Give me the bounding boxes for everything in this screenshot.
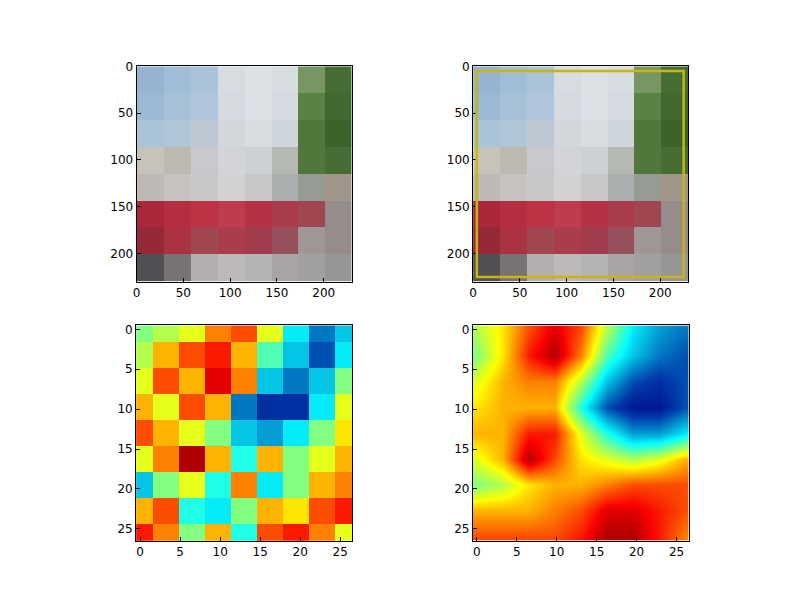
svg-text:25: 25 bbox=[454, 522, 469, 536]
svg-text:0: 0 bbox=[126, 60, 134, 74]
svg-text:0: 0 bbox=[125, 323, 133, 337]
svg-text:150: 150 bbox=[266, 286, 289, 300]
svg-text:0: 0 bbox=[462, 60, 470, 74]
svg-text:200: 200 bbox=[312, 286, 335, 300]
svg-text:150: 150 bbox=[447, 200, 470, 214]
svg-text:20: 20 bbox=[117, 482, 132, 496]
svg-text:25: 25 bbox=[333, 545, 348, 559]
svg-text:200: 200 bbox=[110, 247, 133, 261]
svg-text:20: 20 bbox=[629, 545, 644, 559]
svg-text:10: 10 bbox=[213, 545, 228, 559]
svg-text:50: 50 bbox=[454, 106, 469, 120]
svg-text:200: 200 bbox=[649, 286, 672, 300]
svg-text:5: 5 bbox=[513, 545, 521, 559]
svg-text:0: 0 bbox=[133, 286, 141, 300]
svg-text:100: 100 bbox=[447, 153, 470, 167]
svg-text:50: 50 bbox=[176, 286, 191, 300]
svg-text:10: 10 bbox=[549, 545, 564, 559]
svg-text:0: 0 bbox=[136, 545, 144, 559]
svg-text:10: 10 bbox=[117, 402, 132, 416]
svg-text:15: 15 bbox=[589, 545, 604, 559]
svg-text:150: 150 bbox=[602, 286, 625, 300]
svg-text:50: 50 bbox=[512, 286, 527, 300]
svg-text:150: 150 bbox=[110, 200, 133, 214]
svg-text:100: 100 bbox=[555, 286, 578, 300]
svg-text:100: 100 bbox=[110, 153, 133, 167]
svg-text:0: 0 bbox=[462, 323, 470, 337]
svg-text:50: 50 bbox=[118, 106, 133, 120]
svg-text:20: 20 bbox=[293, 545, 308, 559]
svg-text:15: 15 bbox=[117, 442, 132, 456]
svg-text:25: 25 bbox=[117, 522, 132, 536]
svg-text:15: 15 bbox=[253, 545, 268, 559]
svg-text:200: 200 bbox=[447, 247, 470, 261]
svg-text:0: 0 bbox=[469, 286, 477, 300]
svg-text:5: 5 bbox=[176, 545, 184, 559]
svg-text:5: 5 bbox=[125, 362, 133, 376]
svg-text:100: 100 bbox=[219, 286, 242, 300]
svg-text:10: 10 bbox=[454, 402, 469, 416]
svg-text:20: 20 bbox=[454, 482, 469, 496]
svg-text:0: 0 bbox=[473, 545, 481, 559]
svg-text:15: 15 bbox=[454, 442, 469, 456]
svg-text:5: 5 bbox=[462, 362, 470, 376]
svg-text:25: 25 bbox=[669, 545, 684, 559]
